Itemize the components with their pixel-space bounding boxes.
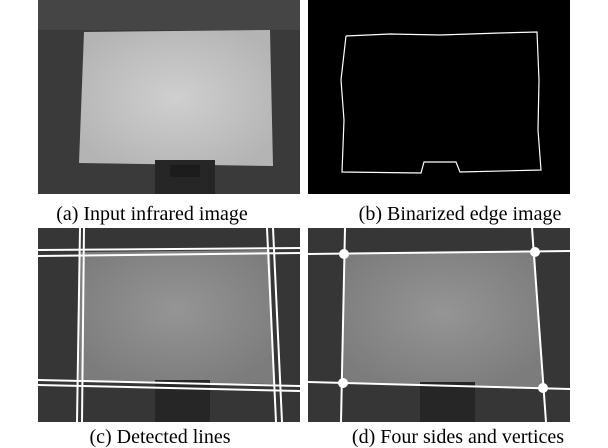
figure: (a) Input infrared image (b) Binarized e… [0,0,608,448]
panel-c-image [38,228,300,422]
caption: (a) Input infrared image [56,203,248,225]
panel-b-image [308,0,570,194]
caption: (c) Detected lines [89,426,230,448]
panel-d-image [308,228,570,422]
panel-a-image [38,0,300,194]
caption: (d) Four sides and vertices [352,426,564,448]
caption: (b) Binarized edge image [359,203,562,225]
